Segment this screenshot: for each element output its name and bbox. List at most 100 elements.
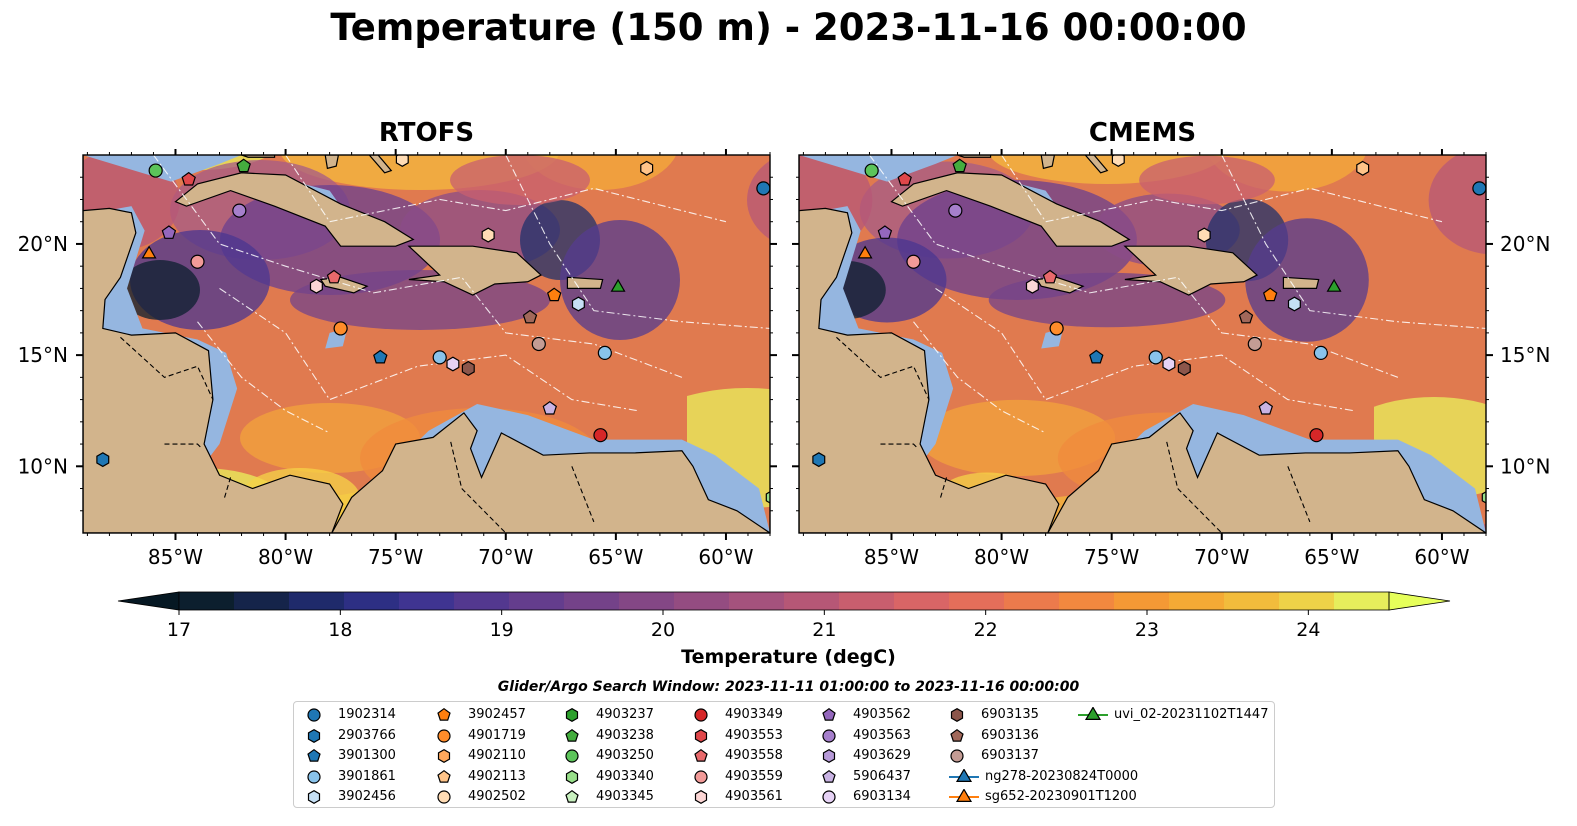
cmems-border-line [939,477,948,500]
rtofs-frame [82,154,771,534]
legend-marker [565,769,579,784]
legend-symbol [437,790,451,804]
legend-symbol [694,728,708,743]
rtofs-float-marker [765,491,770,504]
legend-symbol [437,707,451,721]
legend-symbol [950,749,964,763]
legend-label: 3902456 [338,789,396,804]
rtofs-land [83,155,344,533]
rtofs-float-marker [571,296,585,312]
rtofs-float-marker [640,160,654,176]
legend-marker [565,728,579,742]
legend-label: 4903237 [596,707,654,722]
cmems-float-marker [1313,345,1328,360]
rtofs-border-line [571,466,595,523]
colorbar-tick-label: 24 [1296,619,1320,641]
rtofs-float-marker [481,227,495,243]
legend-symbol [694,790,708,804]
rtofs-lon-tick-label: 65°W [588,545,643,569]
cmems-float-marker [1089,349,1104,364]
legend-marker [822,728,836,743]
legend-marker [565,749,579,763]
legend-marker [694,790,708,804]
lat-tick-label: 20°N [18,232,68,256]
legend-label: 4903559 [725,768,783,784]
rtofs-eez-line [285,155,727,223]
colorbar-segment [619,592,675,610]
legend-marker [565,708,579,722]
lat-tick-label: 15°N [18,343,68,367]
colorbar-tick-label: 17 [167,619,191,641]
legend-label: 4903238 [596,727,654,743]
rtofs-lon-tick-label: 70°W [478,545,533,569]
legend-marker [694,769,708,784]
legend-marker [437,790,451,804]
rtofs-float-marker [232,203,247,218]
legend-symbol [822,790,836,804]
legend-symbol [822,728,836,743]
cmems-float-marker [1326,278,1342,292]
rtofs-float-marker [546,287,562,302]
legend-label: 4903561 [725,789,783,804]
colorbar-segment [784,592,840,610]
colorbar-segment [564,592,620,610]
cmems-float-marker [1177,360,1191,376]
legend-label: 6903136 [981,727,1039,743]
cmems-lon-tick-label: 85°W [864,545,919,569]
panel-title-cmems: CMEMS [1088,118,1197,148]
colorbar-segment [179,592,235,610]
cmems-float-marker [857,245,873,259]
rtofs-eez-line [505,155,770,329]
rtofs-border-line [164,443,203,449]
cmems-float-marker [877,225,893,239]
rtofs-float-marker [96,452,110,468]
cmems-float-marker [1356,160,1370,176]
legend-label: 4903340 [596,768,654,784]
cmems-float-marker [1481,491,1486,504]
cmems-float-marker [1258,400,1274,415]
colorbar-segment [344,592,400,610]
legend-symbol [437,728,451,743]
cmems-float-marker [864,163,879,178]
legend-label: 3901300 [338,748,396,763]
legend-symbol [950,708,964,722]
colorbar-segment [674,592,730,610]
rtofs-lon-tick-label: 85°W [148,545,203,569]
cmems-frame [798,154,1487,534]
legend-symbol [822,769,836,783]
rtofs-float-marker [148,163,163,178]
legend-marker [437,749,451,763]
colorbar-tick-label: 21 [812,619,836,641]
legend-marker [950,749,964,763]
rtofs-float-marker [373,349,388,364]
legend-symbol [822,707,836,721]
colorbar-segment [1004,592,1060,610]
cmems-float-marker [1238,309,1254,324]
cmems-eez-line [913,321,1046,434]
colorbar-segment [454,592,510,610]
colorbar-segment [509,592,565,610]
rtofs-float-marker [326,269,342,284]
rtofs-float-marker [141,245,157,259]
rtofs-float-marker [756,181,770,196]
colorbar-segment [1334,592,1390,610]
colorbar-under-extension [117,591,180,611]
cmems-land [1047,412,1486,533]
legend-symbol [822,749,836,763]
legend-symbol [565,789,579,803]
legend-marker [565,789,579,803]
legend-label: 6903137 [981,748,1039,763]
cmems-border-line [1287,466,1311,523]
colorbar-tick-label: 20 [651,619,675,641]
rtofs-float-marker [522,309,538,324]
colorbar-segment [1169,592,1225,610]
legend-marker [822,707,836,721]
rtofs-float-marker [395,155,409,167]
colorbar-tick-label: 18 [328,619,352,641]
rtofs-float-marker [446,356,460,372]
legend-label: 4901719 [468,727,526,743]
rtofs-lon-tick-label: 80°W [258,545,313,569]
legend-marker [950,728,964,742]
cmems-float-marker [1262,287,1278,302]
map-panels: 85°W 80°W 75°W 70°W 65°W 60°W 85°W 80°W 75°W 70°W… [18,149,1550,569]
